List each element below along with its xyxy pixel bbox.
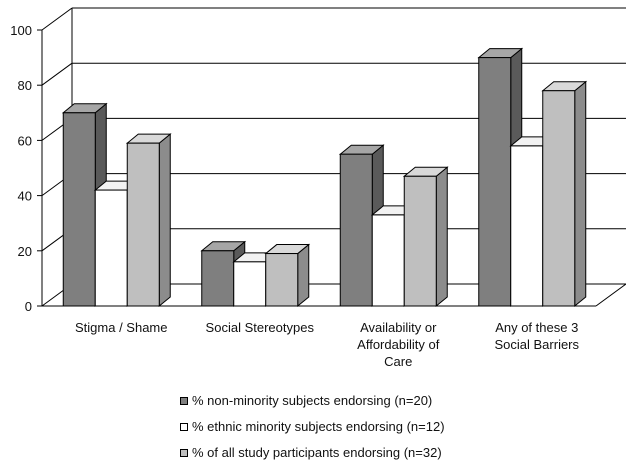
y-tick-label: 0 xyxy=(25,299,32,314)
bar xyxy=(264,243,311,308)
y-tick-label: 100 xyxy=(10,23,32,38)
bar-side xyxy=(435,166,448,308)
y-tick-label: 80 xyxy=(18,78,32,93)
bar-front xyxy=(403,175,437,307)
gridline-depth xyxy=(41,7,73,31)
legend-label: % ethnic minority subjects endorsing (n=… xyxy=(192,419,445,434)
legend-label: % non-minority subjects endorsing (n=20) xyxy=(192,393,433,408)
bar-front xyxy=(94,189,128,307)
legend-swatch xyxy=(180,396,188,405)
legend-swatch xyxy=(180,448,188,457)
legend-item: % of all study participants endorsing (n… xyxy=(180,445,442,460)
bar-front xyxy=(478,57,512,307)
legend-item: % non-minority subjects endorsing (n=20) xyxy=(180,393,432,408)
bar xyxy=(402,166,449,308)
category-label: Availability or xyxy=(360,320,437,335)
bar-front xyxy=(542,90,576,307)
bar-front xyxy=(371,214,405,307)
bar-front xyxy=(233,261,267,307)
bar-front xyxy=(126,142,160,307)
category-label: Social Barriers xyxy=(494,337,579,352)
category-labels: Stigma / Shame Social Stereotypes Availabi… xyxy=(75,320,580,369)
bar xyxy=(541,80,588,308)
bar-front xyxy=(201,250,235,307)
floor-right-edge xyxy=(595,283,626,307)
bar-front xyxy=(62,112,96,307)
bar-front xyxy=(510,145,544,307)
legend-item: % ethnic minority subjects endorsing (n=… xyxy=(180,419,445,434)
chart-bars xyxy=(61,47,588,308)
category-label: Social Stereotypes xyxy=(206,320,315,335)
bar-front xyxy=(265,253,299,307)
category-label: Stigma / Shame xyxy=(75,320,168,335)
category-label: Affordability of xyxy=(357,337,440,352)
y-tick-label: 20 xyxy=(18,244,32,259)
bar-side xyxy=(574,80,587,308)
legend-swatch xyxy=(180,422,188,431)
category-label: Care xyxy=(384,354,412,369)
bar-front xyxy=(339,153,373,307)
bar-side xyxy=(158,133,171,308)
gridline-depth xyxy=(41,62,73,86)
bar-side xyxy=(297,243,310,308)
y-tick-label: 40 xyxy=(18,189,32,204)
bar xyxy=(125,133,172,308)
legend-label: % of all study participants endorsing (n… xyxy=(192,445,442,460)
category-label: Any of these 3 xyxy=(495,320,578,335)
y-tick-label: 60 xyxy=(18,133,32,148)
